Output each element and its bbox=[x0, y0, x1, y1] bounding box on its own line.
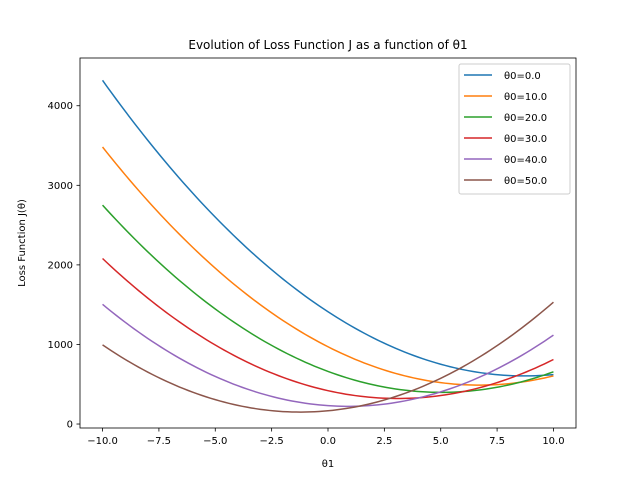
x-tick-label: −2.5 bbox=[259, 436, 283, 447]
x-axis-ticks: −10.0 −7.5 −5.0 −2.5 0.0 2.5 5.0 7.5 10.0 bbox=[87, 428, 565, 447]
x-tick-label: 10.0 bbox=[542, 436, 564, 447]
y-tick-label: 0 bbox=[67, 420, 73, 431]
y-axis-label: Loss Function J(θ) bbox=[17, 199, 28, 287]
legend-label-5: θ0=50.0 bbox=[504, 176, 547, 187]
legend-box bbox=[458, 63, 571, 195]
series-line-5 bbox=[102, 301, 554, 413]
y-axis-ticks: 0 1000 2000 3000 4000 bbox=[48, 101, 80, 431]
series-line-0 bbox=[101, 79, 554, 377]
x-tick-label: 5.0 bbox=[433, 436, 449, 447]
plot-area bbox=[101, 79, 554, 413]
series-line-4 bbox=[102, 303, 554, 408]
y-tick-label: 1000 bbox=[48, 340, 73, 351]
y-tick-label: 2000 bbox=[48, 260, 73, 271]
legend-label-3: θ0=30.0 bbox=[504, 134, 547, 145]
legend-label-4: θ0=40.0 bbox=[504, 155, 547, 166]
chart-title: Evolution of Loss Function J as a functi… bbox=[188, 38, 467, 52]
x-tick-label: −5.0 bbox=[203, 436, 227, 447]
series-line-3 bbox=[102, 257, 554, 400]
legend-label-1: θ0=10.0 bbox=[504, 92, 547, 103]
legend: θ0=0.0 θ0=10.0 θ0=20.0 θ0=30.0 θ0=40.0 θ0=50.… bbox=[458, 63, 571, 195]
x-tick-label: −10.0 bbox=[87, 436, 118, 447]
legend-label-2: θ0=20.0 bbox=[504, 113, 547, 124]
series-line-2 bbox=[101, 204, 554, 394]
x-tick-label: −7.5 bbox=[147, 436, 171, 447]
x-tick-label: 2.5 bbox=[376, 436, 392, 447]
x-tick-label: 0.0 bbox=[320, 436, 336, 447]
y-tick-label: 4000 bbox=[48, 101, 73, 112]
x-axis-label: θ1 bbox=[322, 459, 334, 470]
y-tick-label: 3000 bbox=[48, 181, 73, 192]
series-line-1 bbox=[101, 146, 554, 386]
x-tick-label: 7.5 bbox=[489, 436, 505, 447]
legend-label-0: θ0=0.0 bbox=[504, 71, 541, 82]
